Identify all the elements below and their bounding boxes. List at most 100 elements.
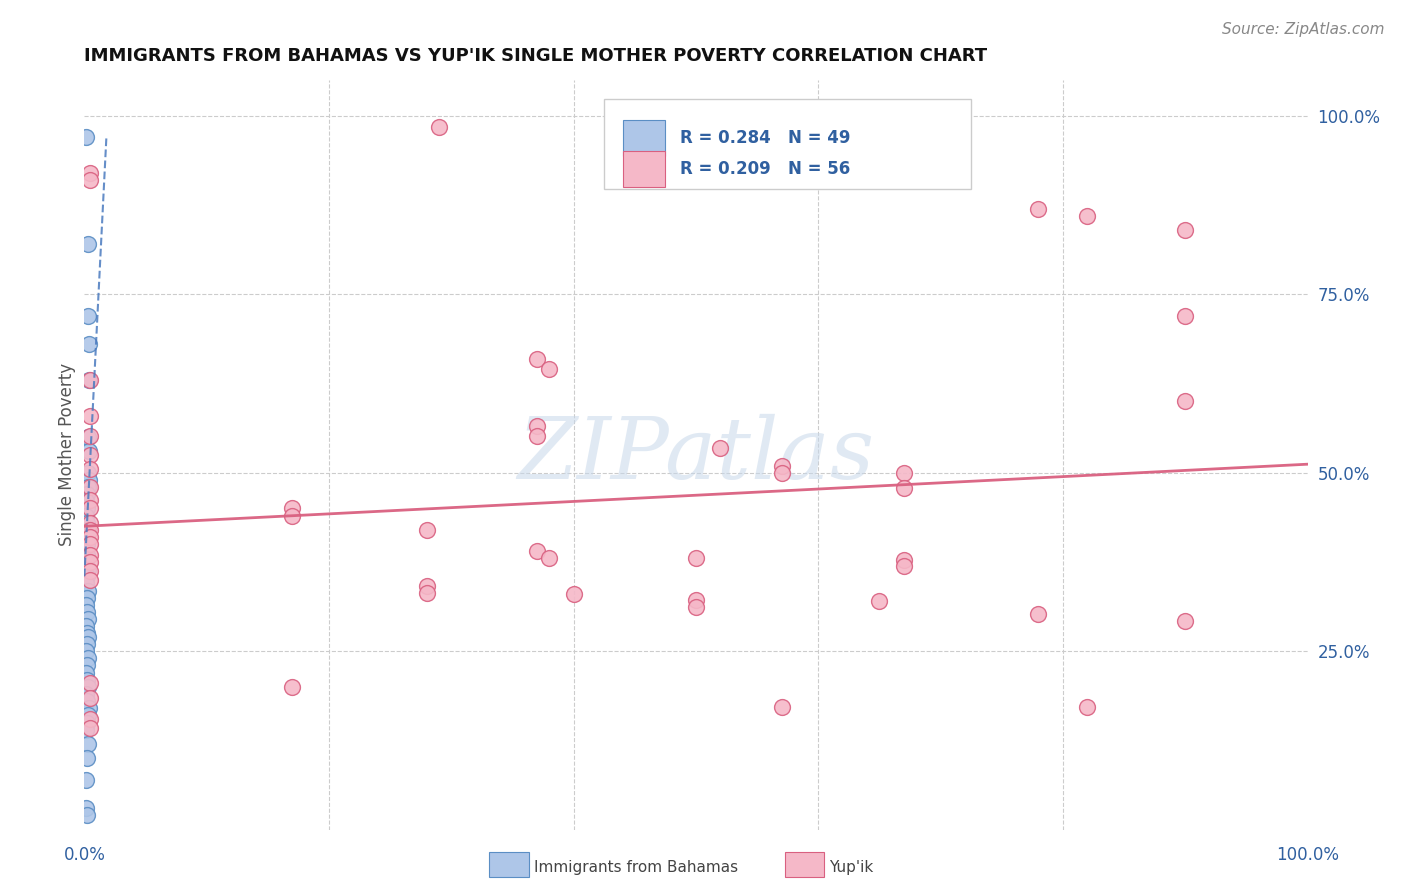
Point — [427, 120, 450, 134]
Point — [893, 482, 915, 496]
FancyBboxPatch shape — [623, 120, 665, 156]
Point — [79, 409, 101, 423]
Point — [77, 680, 100, 694]
Point — [893, 466, 915, 480]
Point — [526, 428, 548, 442]
Point — [526, 351, 548, 366]
Point — [770, 458, 793, 473]
Point — [1174, 394, 1197, 409]
Point — [79, 516, 101, 530]
Point — [79, 501, 101, 516]
Point — [1076, 209, 1098, 223]
Text: Immigrants from Bahamas: Immigrants from Bahamas — [534, 860, 738, 874]
Point — [75, 576, 97, 591]
Point — [893, 553, 915, 567]
Point — [416, 523, 439, 537]
Point — [76, 516, 98, 530]
Point — [79, 448, 101, 462]
Point — [709, 441, 731, 455]
Point — [77, 430, 100, 444]
Point — [893, 558, 915, 573]
Point — [77, 473, 100, 487]
Point — [75, 530, 97, 544]
Point — [79, 537, 101, 551]
Point — [76, 808, 98, 822]
Point — [77, 701, 100, 715]
Point — [76, 751, 98, 765]
Point — [75, 508, 97, 523]
Point — [77, 562, 100, 576]
Text: R = 0.209   N = 56: R = 0.209 N = 56 — [681, 161, 851, 178]
Point — [281, 508, 304, 523]
Point — [281, 501, 304, 516]
Point — [538, 362, 561, 376]
Point — [79, 712, 101, 726]
Point — [281, 680, 304, 694]
Point — [77, 583, 100, 598]
Point — [76, 501, 98, 516]
Y-axis label: Single Mother Poverty: Single Mother Poverty — [58, 363, 76, 547]
Text: Source: ZipAtlas.com: Source: ZipAtlas.com — [1222, 22, 1385, 37]
Point — [1028, 607, 1050, 621]
Point — [79, 462, 101, 476]
Point — [75, 494, 97, 508]
Point — [77, 480, 100, 494]
Point — [76, 637, 98, 651]
Point — [75, 772, 97, 787]
Text: ZIPatlas: ZIPatlas — [517, 414, 875, 496]
Point — [1028, 202, 1050, 216]
Point — [79, 373, 101, 387]
Point — [1174, 614, 1197, 628]
Point — [79, 690, 101, 705]
Point — [770, 699, 793, 714]
Point — [526, 544, 548, 558]
Point — [77, 309, 100, 323]
Point — [77, 630, 100, 644]
Point — [77, 337, 100, 351]
Point — [77, 651, 100, 665]
Point — [562, 587, 585, 601]
Point — [79, 555, 101, 569]
Point — [79, 166, 101, 180]
Point — [75, 687, 97, 701]
Text: IMMIGRANTS FROM BAHAMAS VS YUP'IK SINGLE MOTHER POVERTY CORRELATION CHART: IMMIGRANTS FROM BAHAMAS VS YUP'IK SINGLE… — [84, 47, 987, 65]
Point — [76, 569, 98, 583]
Text: R = 0.284   N = 49: R = 0.284 N = 49 — [681, 128, 851, 146]
Point — [79, 573, 101, 587]
Point — [75, 130, 97, 145]
Point — [75, 644, 97, 658]
FancyBboxPatch shape — [605, 99, 972, 189]
Point — [77, 444, 100, 458]
Point — [685, 599, 707, 614]
Point — [79, 492, 101, 507]
Point — [76, 658, 98, 673]
Point — [76, 626, 98, 640]
Point — [526, 419, 548, 434]
Point — [79, 428, 101, 442]
Point — [77, 708, 100, 723]
Point — [75, 665, 97, 680]
Point — [869, 594, 891, 608]
Point — [77, 237, 100, 252]
Point — [538, 551, 561, 566]
Point — [79, 721, 101, 735]
Point — [1174, 223, 1197, 237]
Point — [416, 578, 439, 592]
Point — [76, 591, 98, 605]
Point — [77, 466, 100, 480]
Point — [77, 612, 100, 626]
Text: Yup'ik: Yup'ik — [830, 860, 873, 874]
Point — [79, 530, 101, 544]
Point — [76, 487, 98, 501]
Point — [79, 480, 101, 494]
Point — [770, 466, 793, 480]
Point — [79, 173, 101, 187]
Point — [76, 715, 98, 730]
Point — [76, 673, 98, 687]
Point — [1076, 699, 1098, 714]
Point — [79, 676, 101, 690]
Point — [79, 523, 101, 537]
Point — [75, 723, 97, 737]
Point — [76, 548, 98, 562]
Point — [75, 555, 97, 569]
